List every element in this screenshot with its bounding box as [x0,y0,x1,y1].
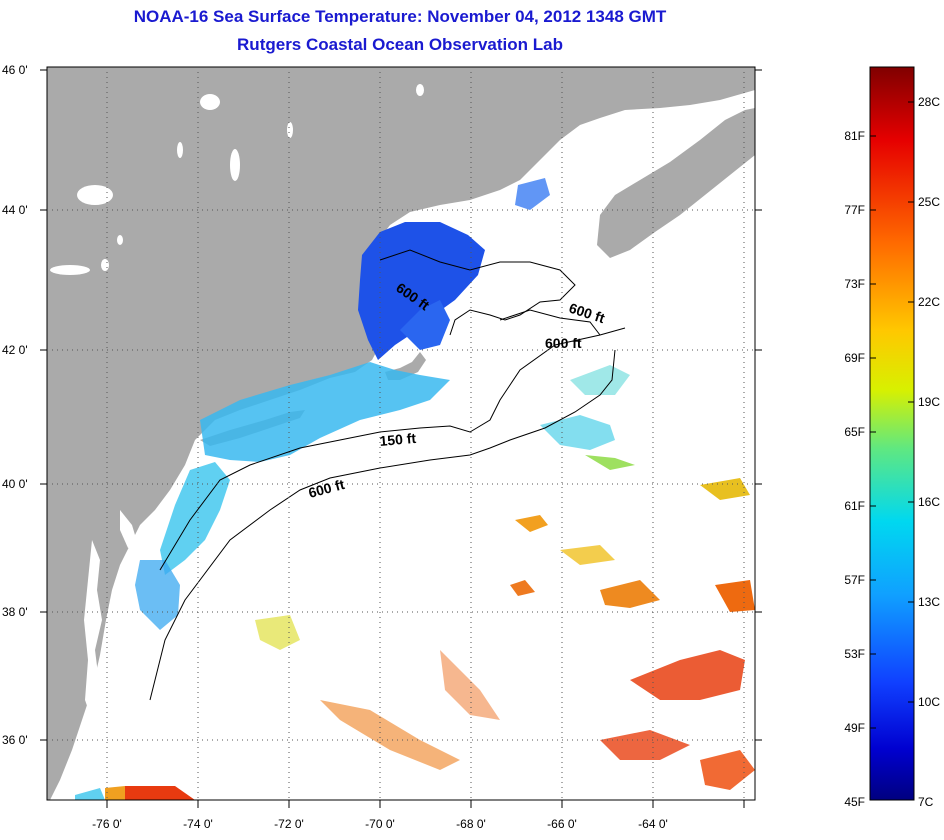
colorbar-ticks [870,101,914,729]
lat-label: 40 0' [2,477,28,491]
map-subtitle: Rutgers Coastal Ocean Observation Lab [237,35,563,54]
contour-label: 150 ft [379,430,417,449]
colorbar-f-label: 57F [844,573,865,587]
lon-label: -72 0' [274,817,304,831]
colorbar-c-label: 19C [918,395,940,409]
colorbar-fahrenheit-labels: 81F 77F 73F 69F 65F 61F 57F 53F 49F 45F [844,129,865,809]
map-frame [46,66,756,801]
colorbar-c-label: 22C [918,295,940,309]
colorbar-c-label: 13C [918,595,940,609]
colorbar-f-label: 73F [844,277,865,291]
colorbar-f-label: 69F [844,351,865,365]
lon-label: -70 0' [365,817,395,831]
colorbar-celsius-labels: 28C 25C 22C 19C 16C 13C 10C 7C [918,95,940,809]
land-nova-scotia [597,108,755,258]
longitude-labels: -76 0' -74 0' -72 0' -70 0' -68 0' -66 0… [92,817,668,831]
lat-label: 46 0' [2,63,28,77]
axis-ticks [40,69,762,808]
inland-lakes [50,84,424,275]
lat-label: 36 0' [2,733,28,747]
colorbar-f-label: 65F [844,425,865,439]
sst-offshore-warm [75,478,755,800]
colorbar [869,66,915,801]
chesapeake-bay [84,540,102,720]
colorbar-c-label: 28C [918,95,940,109]
lat-label: 44 0' [2,203,28,217]
lon-label: -68 0' [456,817,486,831]
colorbar-f-label: 45F [844,795,865,809]
lon-label: -66 0' [547,817,577,831]
colorbar-f-label: 49F [844,721,865,735]
lon-label: -64 0' [638,817,668,831]
colorbar-c-label: 25C [918,195,940,209]
land-mainland [47,67,755,800]
colorbar-f-label: 53F [844,647,865,661]
lon-label: -76 0' [92,817,122,831]
lon-label: -74 0' [183,817,213,831]
colorbar-c-label: 7C [918,795,934,809]
colorbar-c-label: 10C [918,695,940,709]
colorbar-f-label: 81F [844,129,865,143]
colorbar-f-label: 61F [844,499,865,513]
contour-label: 600 ft [545,335,582,351]
map-grid [47,67,755,800]
delaware-bay [120,510,138,548]
bathymetry-contours [149,249,626,701]
colorbar-c-label: 16C [918,495,940,509]
lat-label: 42 0' [2,343,28,357]
latitude-labels: 46 0' 44 0' 42 0' 40 0' 38 0' 36 0' [2,63,28,747]
lat-label: 38 0' [2,605,28,619]
map-title: NOAA-16 Sea Surface Temperature: Novembe… [133,7,667,26]
colorbar-f-label: 77F [844,203,865,217]
